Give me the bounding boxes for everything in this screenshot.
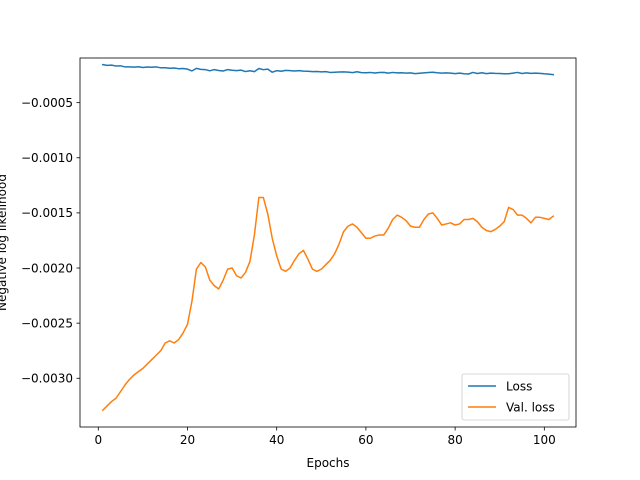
y-tick-label: −0.0025 — [21, 316, 73, 330]
series-line-loss — [101, 63, 555, 76]
x-tick-label: 40 — [269, 433, 284, 447]
y-tick-label: −0.0010 — [21, 151, 73, 165]
legend-label: Loss — [506, 380, 532, 394]
x-tick-label: 20 — [180, 433, 195, 447]
x-tick-label: 0 — [94, 433, 102, 447]
y-axis-label: Negative log likelihood — [0, 174, 9, 311]
x-axis-label: Epochs — [307, 456, 350, 470]
x-tick-label: 60 — [358, 433, 373, 447]
plot-background — [80, 58, 576, 427]
plot-area — [80, 58, 576, 427]
series-layer — [101, 63, 555, 412]
y-tick-label: −0.0005 — [21, 96, 73, 110]
y-tick-label: −0.0030 — [21, 372, 73, 386]
series-line-val-loss — [101, 196, 555, 412]
axes-frame — [79, 57, 577, 428]
legend: Loss Val. loss — [461, 373, 570, 421]
y-tick-label: −0.0015 — [21, 206, 73, 220]
axes-layer: 0 20 40 60 80 100 −0.0030 −0.0025 −0.0020 −0.0015… — [21, 57, 577, 447]
x-tick-label: 80 — [447, 433, 462, 447]
x-tick-label: 100 — [533, 433, 556, 447]
legend-label: Val. loss — [506, 401, 555, 415]
y-tick-label: −0.0020 — [21, 261, 73, 275]
